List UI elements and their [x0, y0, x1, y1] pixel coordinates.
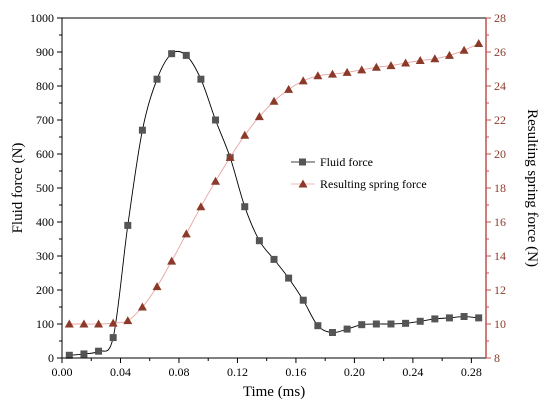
- legend-marker-spring-force: [298, 179, 308, 188]
- data-point-spring-force: [240, 130, 250, 139]
- y-right-tick-label: 12: [494, 283, 506, 297]
- data-point-fluid-force: [212, 116, 220, 124]
- data-point-spring-force: [401, 58, 411, 67]
- data-point-spring-force: [64, 319, 74, 328]
- data-point-spring-force: [430, 54, 440, 63]
- data-point-fluid-force: [328, 329, 336, 336]
- data-point-fluid-force: [270, 255, 278, 263]
- data-point-spring-force: [386, 61, 396, 70]
- data-point-spring-force: [167, 256, 177, 265]
- y-left-tick-label: 1000: [30, 11, 54, 25]
- y-right-tick-label: 18: [494, 181, 506, 195]
- y-right-tick-label: 16: [494, 215, 506, 229]
- x-tick-label: 0.28: [461, 365, 482, 379]
- data-point-fluid-force: [241, 203, 249, 211]
- y-left-tick-label: 300: [36, 249, 54, 263]
- y-right-tick-label: 22: [494, 113, 506, 127]
- data-point-fluid-force: [153, 75, 161, 83]
- y-left-axis-title: Fluid force (N): [10, 143, 26, 234]
- data-point-fluid-force: [445, 314, 453, 322]
- x-tick-label: 0.04: [110, 365, 131, 379]
- data-point-fluid-force: [343, 325, 351, 333]
- data-point-fluid-force: [124, 221, 132, 229]
- data-point-spring-force: [196, 202, 206, 211]
- y-left-tick-label: 100: [36, 317, 54, 331]
- data-point-spring-force: [225, 152, 235, 161]
- x-tick-label: 0.24: [402, 365, 423, 379]
- legend-label-fluid-force: Fluid force: [320, 155, 373, 169]
- y-left-tick-label: 600: [36, 147, 54, 161]
- x-tick-label: 0.16: [285, 365, 306, 379]
- data-point-spring-force: [254, 112, 264, 121]
- legend: Fluid force Resulting spring force: [291, 155, 427, 191]
- data-point-fluid-force: [299, 296, 307, 304]
- y-left-tick-label: 200: [36, 283, 54, 297]
- y-right-axis-title: Resulting spring force (N): [524, 109, 540, 267]
- data-point-spring-force: [342, 67, 352, 76]
- data-point-spring-force: [357, 65, 367, 74]
- y-left-tick-label: 0: [48, 351, 54, 365]
- data-point-spring-force: [79, 319, 89, 328]
- data-point-spring-force: [459, 45, 469, 54]
- data-point-fluid-force: [65, 351, 73, 359]
- x-tick-label: 0.12: [227, 365, 248, 379]
- data-point-fluid-force: [109, 334, 117, 342]
- data-point-spring-force: [94, 319, 104, 328]
- x-axis-title: Time (ms): [243, 384, 305, 400]
- data-point-fluid-force: [460, 313, 468, 321]
- x-tick-label: 0.00: [52, 365, 73, 379]
- data-point-spring-force: [474, 39, 484, 47]
- data-point-spring-force: [108, 318, 118, 327]
- y-left-tick-label: 900: [36, 45, 54, 59]
- y-right-tick-label: 26: [494, 45, 506, 59]
- data-point-fluid-force: [314, 322, 322, 330]
- y-right-tick-label: 24: [494, 79, 506, 93]
- data-point-fluid-force: [387, 320, 395, 328]
- data-point-fluid-force: [182, 51, 190, 59]
- data-point-spring-force: [371, 62, 381, 71]
- y-right-tick-label: 14: [494, 249, 506, 263]
- data-point-fluid-force: [358, 321, 366, 329]
- data-point-fluid-force: [168, 50, 176, 58]
- y-right-tick-label: 10: [494, 317, 506, 331]
- legend-label-spring-force: Resulting spring force: [320, 177, 427, 191]
- data-point-fluid-force: [402, 319, 410, 327]
- y-left-tick-label: 500: [36, 181, 54, 195]
- data-point-fluid-force: [95, 347, 103, 355]
- data-point-spring-force: [284, 84, 294, 93]
- data-point-spring-force: [415, 56, 425, 64]
- data-point-spring-force: [152, 282, 162, 291]
- data-point-fluid-force: [138, 126, 146, 134]
- data-point-fluid-force: [80, 350, 88, 358]
- data-point-fluid-force: [475, 314, 483, 322]
- data-point-fluid-force: [197, 75, 205, 83]
- y-left-tick-label: 700: [36, 113, 54, 127]
- y-right-tick-label: 28: [494, 11, 506, 25]
- data-point-spring-force: [269, 96, 279, 105]
- data-point-spring-force: [298, 76, 308, 85]
- data-point-spring-force: [313, 71, 323, 80]
- data-point-spring-force: [444, 50, 454, 59]
- x-tick-label: 0.20: [344, 365, 365, 379]
- data-point-spring-force: [181, 229, 191, 238]
- data-point-fluid-force: [255, 237, 263, 245]
- x-tick-label: 0.08: [168, 365, 189, 379]
- data-point-fluid-force: [416, 317, 424, 325]
- data-point-fluid-force: [431, 315, 439, 323]
- data-point-fluid-force: [372, 320, 380, 328]
- data-point-spring-force: [123, 316, 133, 325]
- data-point-spring-force: [327, 69, 337, 78]
- y-left-tick-label: 800: [36, 79, 54, 93]
- y-left-tick-label: 400: [36, 215, 54, 229]
- y-right-tick-label: 8: [494, 351, 500, 365]
- y-right-tick-label: 20: [494, 147, 506, 161]
- data-point-spring-force: [211, 176, 221, 185]
- data-point-spring-force: [137, 302, 147, 311]
- data-point-fluid-force: [285, 274, 293, 282]
- legend-marker-fluid-force: [299, 158, 306, 166]
